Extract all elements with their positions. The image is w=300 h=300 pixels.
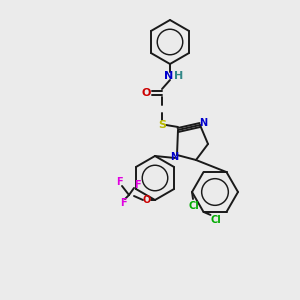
Text: F: F	[134, 180, 140, 190]
Text: Cl: Cl	[189, 201, 200, 211]
Text: O: O	[143, 195, 151, 205]
Text: Cl: Cl	[210, 215, 221, 225]
Text: F: F	[120, 198, 126, 208]
Text: F: F	[116, 177, 122, 187]
Text: N: N	[199, 118, 207, 128]
Text: N: N	[164, 71, 174, 81]
Text: S: S	[158, 120, 166, 130]
Text: N: N	[170, 152, 178, 162]
Text: H: H	[174, 71, 184, 81]
Text: O: O	[141, 88, 151, 98]
